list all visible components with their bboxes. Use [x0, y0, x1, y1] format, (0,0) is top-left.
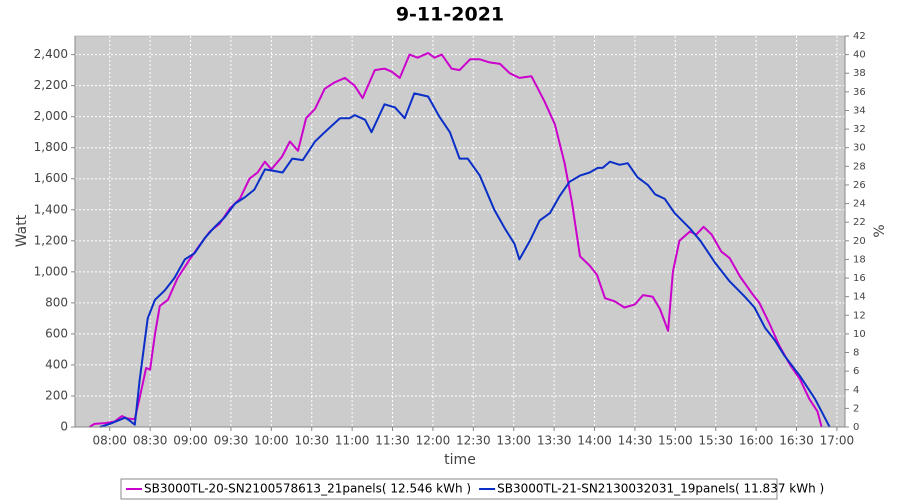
y2-tick-label: 12	[853, 310, 866, 321]
x-tick-label: 17:00	[820, 434, 855, 448]
y-tick-label: 1,200	[34, 233, 68, 247]
y2-tick-label: 28	[853, 161, 866, 172]
y2-tick-label: 0	[853, 422, 859, 433]
series-line	[99, 92, 831, 428]
x-tick-label: 09:30	[214, 434, 249, 448]
y2-tick-label: 14	[853, 292, 866, 303]
y-tick-label: 1,800	[34, 140, 68, 154]
x-tick-label: 15:30	[698, 434, 733, 448]
y-tick-label: 2,200	[34, 78, 68, 92]
x-tick-label: 14:30	[618, 434, 653, 448]
legend-label: SB3000TL-21-SN2130032031_19panels( 11.83…	[497, 482, 824, 496]
y2-tick-label: 38	[853, 68, 866, 79]
legend	[120, 478, 778, 500]
y-tick-label: 600	[45, 326, 68, 340]
x-tick-label: 13:00	[496, 434, 531, 448]
x-tick-label: 08:30	[133, 434, 168, 448]
plot-area	[74, 35, 846, 428]
y2-tick-label: 32	[853, 124, 866, 135]
y2-tick-label: 30	[853, 143, 866, 154]
y-axis-label: Watt	[14, 214, 30, 247]
y-tick-label: 1,400	[34, 202, 68, 216]
y2-tick-label: 24	[853, 199, 866, 210]
y-tick-label: 400	[45, 357, 68, 371]
y2-tick-label: 36	[853, 87, 866, 98]
y2-tick-label: 18	[853, 254, 866, 265]
y2-tick-label: 26	[853, 180, 866, 191]
x-tick-label: 11:30	[375, 434, 410, 448]
y-tick-label: 200	[45, 388, 68, 402]
x-tick-label: 12:00	[416, 434, 451, 448]
y2-tick-label: 42	[853, 31, 866, 42]
x-axis-label: time	[444, 452, 476, 468]
x-tick-label: 15:00	[658, 434, 693, 448]
x-tick-label: 08:00	[92, 434, 127, 448]
x-tick-label: 16:30	[779, 434, 814, 448]
x-tick-label: 14:00	[577, 434, 612, 448]
y2-tick-label: 34	[853, 105, 866, 116]
x-tick-label: 13:30	[537, 434, 572, 448]
x-tick-label: 12:30	[456, 434, 491, 448]
y2-tick-label: 6	[853, 366, 859, 377]
x-tick-label: 09:00	[173, 434, 208, 448]
x-tick-label: 11:00	[335, 434, 370, 448]
y-tick-label: 0	[60, 420, 68, 434]
y-tick-label: 1,000	[34, 264, 68, 278]
y2-tick-label: 40	[853, 50, 866, 61]
y2-tick-label: 8	[853, 348, 859, 359]
y-tick-label: 2,400	[34, 47, 68, 61]
y2-tick-label: 16	[853, 273, 866, 284]
x-tick-label: 10:30	[294, 434, 329, 448]
chart-title: 9-11-2021	[396, 4, 504, 26]
y2-tick-label: 20	[853, 236, 866, 247]
legend-label: SB3000TL-20-SN2100578613_21panels( 12.54…	[144, 482, 471, 496]
y2-tick-label: 4	[853, 385, 859, 396]
y2-tick-label: 10	[853, 329, 866, 340]
y2-axis-label: %	[872, 224, 888, 237]
y2-tick-label: 2	[853, 403, 859, 414]
x-tick-label: 10:00	[254, 434, 289, 448]
y2-tick-label: 22	[853, 217, 866, 228]
x-tick-label: 16:00	[739, 434, 774, 448]
y-tick-label: 800	[45, 295, 68, 309]
y-tick-label: 2,000	[34, 109, 68, 123]
y-tick-label: 1,600	[34, 171, 68, 185]
